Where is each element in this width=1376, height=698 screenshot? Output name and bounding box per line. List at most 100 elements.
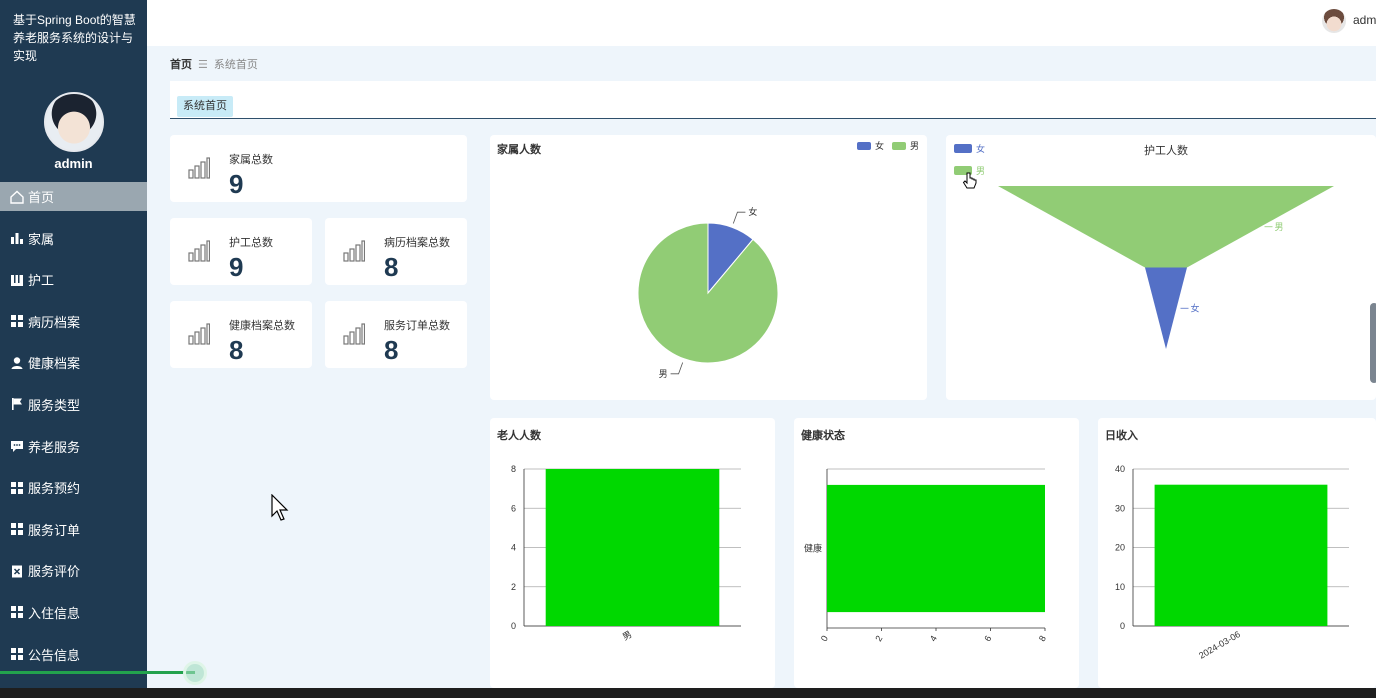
tab-system-home[interactable]: 系统首页 — [177, 96, 233, 117]
stat-value: 9 — [229, 169, 244, 199]
chart-title: 日收入 — [1105, 430, 1138, 442]
legend-label: 男 — [910, 141, 919, 151]
bar — [827, 484, 1045, 613]
bar-chart-icon — [343, 240, 366, 262]
bar-chart-icon — [188, 240, 211, 262]
sidebar-item-family[interactable]: 家属 — [0, 224, 147, 253]
menu-lines-icon: ☰ — [198, 58, 208, 71]
grid-icon — [10, 605, 24, 619]
funnel-segment — [1145, 267, 1187, 349]
chart-card-income: 日收入 0 10 20 30 40 2024-03-06 — [1098, 418, 1376, 688]
breadcrumb-home[interactable]: 首页 — [170, 59, 192, 71]
bar — [1154, 484, 1328, 626]
legend-label: 女 — [976, 143, 985, 154]
x-tick-label: 6 — [982, 634, 993, 643]
pie-label-line — [670, 362, 684, 375]
sidebar-item-service-orders[interactable]: 服务订单 — [0, 515, 147, 544]
y-tick-label: 0 — [511, 621, 516, 631]
progress-bar[interactable] — [0, 671, 195, 674]
chart-card-health: 健康状态 0 2 4 6 8 健康 — [794, 418, 1079, 688]
x-tick-label: 4 — [928, 634, 939, 643]
sidebar-username: admin — [54, 156, 93, 171]
funnel-segment — [998, 186, 1334, 268]
bar-chart-icon — [188, 323, 211, 345]
app-title: 基于Spring Boot的智慧养老服务系统的设计与实现 — [13, 13, 136, 63]
sidebar-item-label: 服务预约 — [28, 481, 81, 497]
stat-value: 8 — [384, 252, 399, 282]
sidebar-item-service-types[interactable]: 服务类型 — [0, 390, 147, 419]
sidebar: 基于Spring Boot的智慧养老服务系统的设计与实现 admin 首页 家属… — [0, 0, 147, 698]
y-tick-label: 8 — [511, 464, 516, 474]
sidebar-item-medical-records[interactable]: 病历档案 — [0, 307, 147, 336]
legend-label: 男 — [976, 166, 985, 176]
bar-chart-health: 0 2 4 6 8 健康 — [804, 468, 1048, 643]
flag-icon — [10, 397, 24, 411]
pie-label-line — [732, 211, 746, 224]
chart-title: 健康状态 — [801, 430, 845, 442]
legend-swatch — [857, 142, 871, 150]
top-username[interactable]: admi — [1353, 13, 1376, 27]
pie-label: 女 — [748, 206, 757, 217]
chart-title: 家属人数 — [497, 144, 541, 156]
y-tick-label: 40 — [1115, 464, 1125, 474]
book-icon — [10, 273, 24, 287]
avatar[interactable] — [1322, 9, 1346, 33]
stat-card-family: 家属总数 9 — [170, 135, 467, 202]
y-tick-label: 2 — [511, 582, 516, 592]
y-tick-label: 20 — [1115, 543, 1125, 553]
chart-card-caregiver: 护工人数 女男男女 — [946, 135, 1376, 400]
y-tick-label: 健康 — [804, 543, 822, 554]
bar — [545, 469, 720, 626]
pie-chart: 女男女男 — [637, 140, 919, 379]
bar-chart-elderly: 0 2 4 6 8 男 — [511, 464, 741, 642]
legend-label: 女 — [875, 140, 884, 151]
sidebar-item-label: 养老服务 — [28, 439, 81, 455]
bar-chart-income: 0 10 20 30 40 2024-03-06 — [1115, 464, 1349, 661]
stat-card-orders: 服务订单总数 8 — [325, 301, 467, 368]
sidebar-item-health-records[interactable]: 健康档案 — [0, 348, 147, 377]
sidebar-item-caregiver[interactable]: 护工 — [0, 265, 147, 294]
stat-label: 服务订单总数 — [384, 320, 450, 332]
pie-label: 男 — [659, 369, 668, 379]
tab-bar: 系统首页 — [170, 81, 1376, 119]
avatar[interactable] — [43, 92, 104, 152]
grid-icon — [10, 522, 24, 536]
sidebar-item-checkin-info[interactable]: 入住信息 — [0, 598, 147, 627]
mouse-cursor-icon — [271, 494, 289, 521]
stat-card-medical: 病历档案总数 8 — [325, 218, 467, 285]
progress-knob[interactable] — [183, 661, 207, 685]
chart-card-elderly: 老人人数 0 2 4 6 8 男 — [490, 418, 775, 688]
clipboard-icon — [10, 564, 24, 578]
sidebar-item-elderly-service[interactable]: 养老服务 — [0, 432, 147, 461]
stat-card-caregiver: 护工总数 9 — [170, 218, 312, 285]
sidebar-item-service-reviews[interactable]: 服务评价 — [0, 556, 147, 585]
scroll-handle[interactable] — [1370, 303, 1376, 383]
person-icon — [10, 356, 24, 370]
y-tick-label: 4 — [511, 543, 516, 553]
x-tick-label: 男 — [621, 629, 634, 642]
hand-cursor-icon — [962, 172, 977, 189]
x-tick-label: 2024-03-06 — [1197, 629, 1242, 661]
breadcrumb: 首页 ☰ 系统首页 — [170, 56, 258, 72]
sidebar-item-label: 护工 — [28, 273, 55, 289]
sidebar-item-home[interactable]: 首页 — [0, 182, 147, 211]
bar-chart-icon — [343, 323, 366, 345]
y-tick-label: 6 — [511, 503, 516, 513]
stat-card-health: 健康档案总数 8 — [170, 301, 312, 368]
sidebar-item-announcements[interactable]: 公告信息 — [0, 640, 147, 669]
stat-value: 8 — [229, 335, 244, 365]
sidebar-item-label: 健康档案 — [28, 356, 81, 372]
legend-swatch — [954, 144, 972, 153]
legend-swatch — [892, 142, 906, 150]
grid-icon — [10, 647, 24, 661]
sidebar-menu: 首页 家属 护工 病历档案 健康档案 服务 — [0, 182, 147, 669]
breadcrumb-current: 系统首页 — [213, 59, 258, 71]
sidebar-item-label: 首页 — [28, 190, 55, 205]
bar-chart-icon — [188, 157, 211, 179]
sidebar-item-service-booking[interactable]: 服务预约 — [0, 473, 147, 502]
sidebar-item-label: 病历档案 — [28, 314, 81, 330]
sidebar-item-label: 服务评价 — [28, 564, 81, 580]
y-tick-label: 30 — [1115, 503, 1125, 513]
y-tick-label: 0 — [1120, 621, 1125, 631]
